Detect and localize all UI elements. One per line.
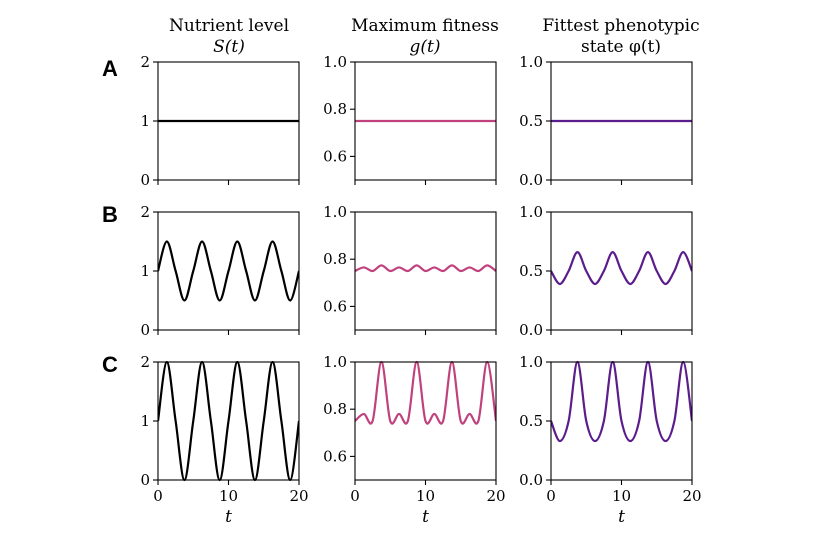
panel-b-nutrient-series-line: [158, 240, 299, 302]
panel-c-nutrient-series-line: [158, 360, 299, 482]
panel-c-nutrient-ytick-label: 0: [140, 471, 150, 489]
row-label-c: C: [102, 352, 118, 377]
panel-c-phenotype-xtick-label: 10: [612, 487, 631, 505]
panel-a-fitness: 0.6 0.8 1.0: [323, 53, 497, 185]
column-title-fitness-line2: g(t): [410, 37, 441, 57]
panel-c-fitness-ytick-label: 0.8: [323, 400, 347, 418]
panel-b-nutrient: 0 1 2: [140, 203, 300, 339]
panel-c-phenotype-ytick-label: 0.0: [519, 471, 543, 489]
panel-b-fitness-ytick-label: 0.8: [323, 250, 347, 268]
panel-c-nutrient-ytick-label: 1: [140, 412, 150, 430]
panel-c-fitness-xtick-label: 10: [416, 487, 435, 505]
panel-c-nutrient-xlabel: t: [225, 507, 232, 527]
panel-b-phenotype-ytick-label: 0.5: [519, 262, 543, 280]
panel-c-fitness-xlabel: t: [422, 507, 429, 527]
panel-b-fitness-ytick-label: 0.6: [323, 297, 347, 315]
panel-c-fitness: 0.6 0.8 1.0 0 10 20 t: [323, 353, 505, 527]
panel-a-nutrient-ytick-label: 0: [140, 171, 150, 189]
panel-a-phenotype-ytick-label: 0.0: [519, 171, 543, 189]
panel-a-fitness-ytick-label: 1.0: [323, 53, 347, 71]
column-title-phenotype-line1: Fittest phenotypic: [542, 16, 699, 36]
panel-b-phenotype-series-line: [551, 251, 692, 286]
panel-a-nutrient-ytick-label: 2: [140, 53, 150, 71]
column-title-nutrient-line1: Nutrient level: [169, 16, 289, 36]
panel-b-phenotype-ytick-label: 0.0: [519, 321, 543, 339]
panel-b-nutrient-ytick-label: 0: [140, 321, 150, 339]
panel-a-phenotype-ytick-label: 0.5: [519, 112, 543, 130]
panel-b-fitness-series-line: [355, 264, 496, 273]
panel-c-phenotype-xtick-label: 0: [546, 487, 556, 505]
panel-a-nutrient-ytick-label: 1: [140, 112, 150, 130]
panel-b-fitness: 0.6 0.8 1.0: [323, 203, 497, 335]
panel-a-fitness-ytick-label: 0.8: [323, 100, 347, 118]
panel-b-fitness-ytick-label: 1.0: [323, 203, 347, 221]
panel-c-nutrient-xtick-label: 10: [219, 487, 238, 505]
panel-c-phenotype-ytick-label: 0.5: [519, 412, 543, 430]
row-label-b: B: [102, 202, 118, 227]
panel-c-fitness-xtick-label: 20: [486, 487, 505, 505]
panel-grid: 0 1 2 0.6 0.8 1.0 0.0 0.5 1.0 0 1 2 0.6 0.8 1.0 0.0 0.5 1…: [140, 53, 701, 527]
panel-b-nutrient-ytick-label: 1: [140, 262, 150, 280]
column-titles: Nutrient level S(t) Maximum fitness g(t)…: [169, 16, 700, 57]
column-title-fitness-line1: Maximum fitness: [351, 16, 499, 36]
panel-c-nutrient-xtick-label: 20: [289, 487, 308, 505]
column-title-phenotype-line2: state φ(t): [581, 37, 661, 57]
panel-c-fitness-ytick-label: 1.0: [323, 353, 347, 371]
panel-c-fitness-series-line: [355, 360, 496, 425]
panel-b-nutrient-ytick-label: 2: [140, 203, 150, 221]
row-label-a: A: [102, 56, 118, 81]
panel-b-phenotype: 0.0 0.5 1.0: [519, 203, 693, 339]
row-labels: A B C: [102, 56, 118, 377]
panel-c-phenotype: 0.0 0.5 1.0 0 10 20 t: [519, 353, 701, 527]
panel-c-phenotype-xlabel: t: [618, 507, 625, 527]
panel-a-fitness-ytick-label: 0.6: [323, 147, 347, 165]
panel-c-nutrient-xtick-label: 0: [153, 487, 163, 505]
panel-b-phenotype-ytick-label: 1.0: [519, 203, 543, 221]
panel-c-phenotype-series-line: [551, 360, 692, 443]
panel-c-phenotype-ytick-label: 1.0: [519, 353, 543, 371]
panel-a-phenotype-ytick-label: 1.0: [519, 53, 543, 71]
panel-c-fitness-ytick-label: 0.6: [323, 447, 347, 465]
panel-c-fitness-xtick-label: 0: [350, 487, 360, 505]
column-title-nutrient-line2: S(t): [213, 37, 245, 57]
panel-c-phenotype-xtick-label: 20: [682, 487, 701, 505]
panel-c-nutrient-ytick-label: 2: [140, 353, 150, 371]
panel-a-phenotype: 0.0 0.5 1.0: [519, 53, 693, 189]
panel-a-nutrient: 0 1 2: [140, 53, 300, 189]
